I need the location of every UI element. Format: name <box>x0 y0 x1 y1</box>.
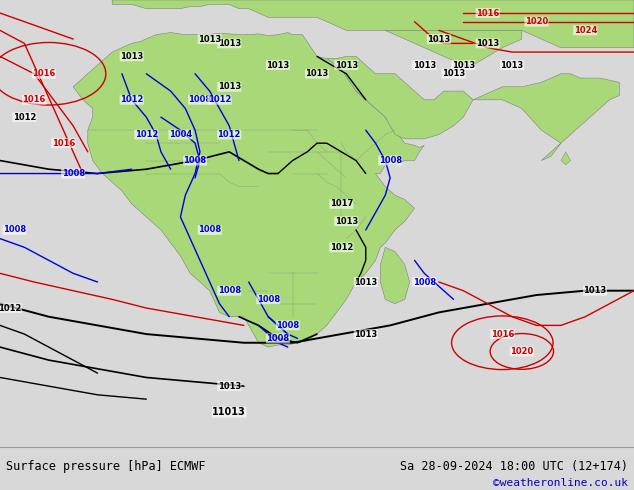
Text: 1013: 1013 <box>335 61 358 70</box>
Text: 1013: 1013 <box>217 82 241 91</box>
Text: 1008: 1008 <box>413 277 436 287</box>
Text: 1016: 1016 <box>32 69 56 78</box>
Text: 1008: 1008 <box>61 169 85 178</box>
Text: 1013: 1013 <box>451 61 475 70</box>
Text: 1013: 1013 <box>217 382 241 391</box>
Text: 1016: 1016 <box>52 139 75 147</box>
Text: 1008: 1008 <box>378 156 402 165</box>
Text: 1013: 1013 <box>354 277 377 287</box>
Text: 1013: 1013 <box>413 61 436 70</box>
Text: 1016: 1016 <box>22 95 46 104</box>
Text: 1016: 1016 <box>491 330 514 339</box>
Text: 1012: 1012 <box>0 303 22 313</box>
Text: Surface pressure [hPa] ECMWF: Surface pressure [hPa] ECMWF <box>6 460 205 473</box>
Text: 1008: 1008 <box>257 295 280 304</box>
Text: Sa 28-09-2024 18:00 UTC (12+174): Sa 28-09-2024 18:00 UTC (12+174) <box>400 460 628 473</box>
Text: 1008: 1008 <box>3 225 26 234</box>
Text: 1020: 1020 <box>510 347 533 356</box>
Text: 1008: 1008 <box>188 95 212 104</box>
Text: 1004: 1004 <box>169 130 192 139</box>
Text: 1012: 1012 <box>217 130 241 139</box>
Text: 1012: 1012 <box>120 95 143 104</box>
Polygon shape <box>73 32 424 347</box>
Text: 1008: 1008 <box>217 286 241 295</box>
Text: 1012: 1012 <box>208 95 231 104</box>
Text: 1013: 1013 <box>583 286 607 295</box>
Text: 1008: 1008 <box>183 156 207 165</box>
Text: 11013: 11013 <box>212 407 246 417</box>
Text: 1013: 1013 <box>120 52 143 61</box>
Text: 1013: 1013 <box>354 330 377 339</box>
Text: 1017: 1017 <box>330 199 353 208</box>
Text: 1013: 1013 <box>198 35 221 44</box>
Text: 1012: 1012 <box>330 243 353 252</box>
Text: 1013: 1013 <box>476 39 500 48</box>
Text: 1024: 1024 <box>574 26 597 35</box>
Text: ©weatheronline.co.uk: ©weatheronline.co.uk <box>493 478 628 488</box>
Text: 1013: 1013 <box>500 61 524 70</box>
Text: 1013: 1013 <box>427 35 451 44</box>
Polygon shape <box>473 74 619 161</box>
Text: 1008: 1008 <box>276 321 299 330</box>
Text: 1008: 1008 <box>266 334 290 343</box>
Text: 1013: 1013 <box>335 217 358 226</box>
Polygon shape <box>385 30 522 65</box>
Text: 1013: 1013 <box>442 69 465 78</box>
Text: 1012: 1012 <box>13 113 36 122</box>
Text: 1016: 1016 <box>476 8 500 18</box>
Text: 1013: 1013 <box>306 69 328 78</box>
Text: 1008: 1008 <box>198 225 221 234</box>
Polygon shape <box>380 247 410 304</box>
Polygon shape <box>327 56 473 139</box>
Polygon shape <box>561 152 571 165</box>
Text: 1012: 1012 <box>134 130 158 139</box>
Text: 1020: 1020 <box>525 17 548 26</box>
Text: 1013: 1013 <box>217 39 241 48</box>
Text: 1013: 1013 <box>266 61 290 70</box>
Polygon shape <box>112 0 634 48</box>
